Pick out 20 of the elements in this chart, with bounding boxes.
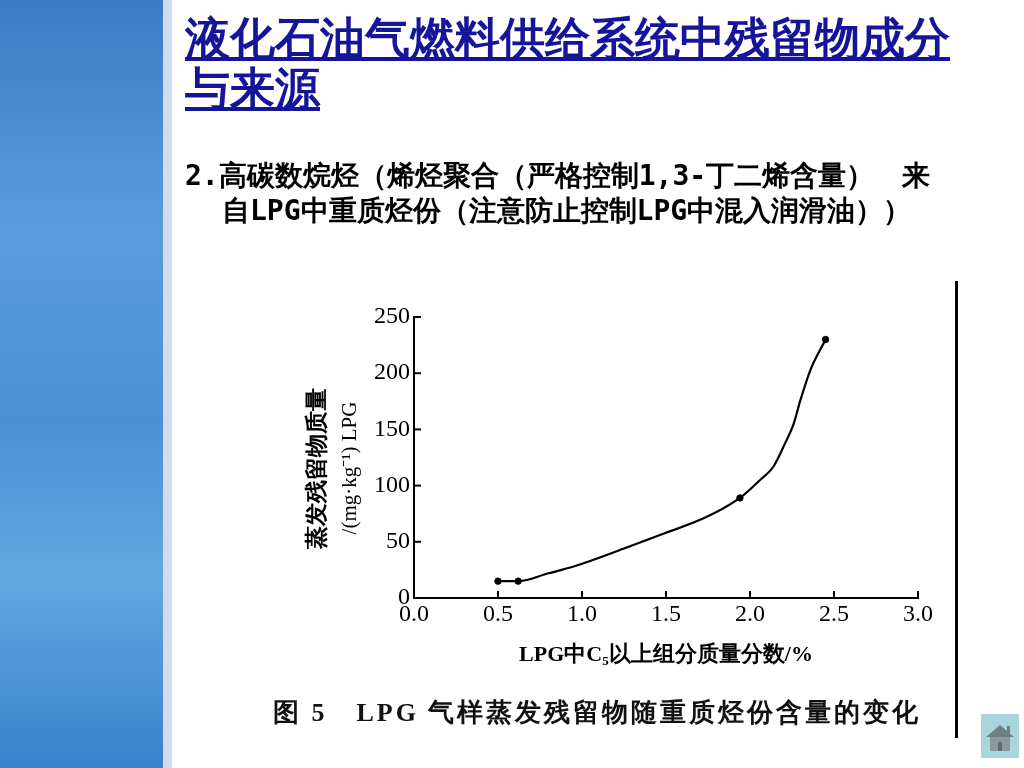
point [494, 577, 502, 585]
y-tick-label: 100 [374, 470, 410, 497]
chart-title: 液化石油气燃料供给系统中残留物成分与来源 [185, 12, 951, 115]
x-tick-label: 2.5 [819, 599, 849, 626]
x-tick-label: 3.0 [903, 599, 933, 626]
y-tick-label: 200 [374, 358, 410, 385]
x-tick-label: 1.5 [651, 599, 681, 626]
y-tick-label: 250 [374, 302, 410, 329]
caption: 图 5 LPG 气样蒸发残留物随重质烃份含量的变化 [273, 697, 922, 729]
x-tick-label: 0.5 [483, 599, 513, 626]
x-axis-title: LPG中C₅以上组分质量分数/% [519, 640, 813, 666]
point [821, 335, 830, 344]
point [514, 577, 522, 585]
x-tick-label: 1.0 [567, 599, 597, 626]
chart-subtitle: 2.高碳数烷烃（烯烃聚合（严格控制1,3-丁二烯含量） 来自LPG中重质烃份（注意防止控制LPG中混入润滑油）） [185, 158, 932, 228]
point [736, 494, 744, 502]
y-tick-label: 50 [386, 527, 410, 554]
x-tick-label: 2.0 [735, 599, 765, 626]
y-axis-title: 蒸发残留物质量 /(mg·kg⁻¹) LPG [303, 387, 361, 550]
y-tick-label: 150 [374, 414, 410, 441]
